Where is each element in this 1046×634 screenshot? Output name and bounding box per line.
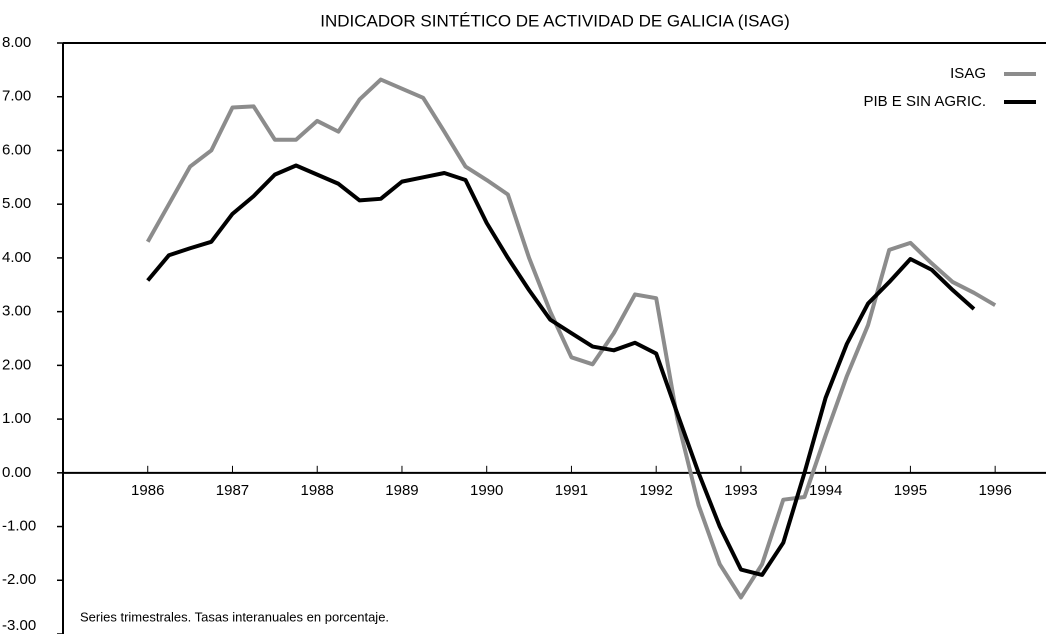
y-tick-label: 6.00	[2, 141, 31, 158]
series-line	[146, 163, 976, 577]
y-tick-label: 2.00	[2, 356, 31, 373]
x-tick-label: 1994	[809, 482, 842, 499]
series-line	[145, 77, 997, 600]
x-tick-label: 1986	[131, 482, 164, 499]
x-tick-label: 1989	[385, 482, 418, 499]
x-tick-label: 1992	[640, 482, 673, 499]
y-tick-label: 7.00	[2, 88, 31, 105]
y-tick-label: 5.00	[2, 195, 31, 212]
y-tick-label: -2.00	[2, 571, 36, 588]
x-tick-label: 1993	[724, 482, 757, 499]
legend-label: PIB E SIN AGRIC.	[863, 93, 986, 110]
y-tick-label: 3.00	[2, 303, 31, 320]
y-tick-label: 1.00	[2, 410, 31, 427]
x-tick-label: 1988	[301, 482, 334, 499]
y-tick-label: -1.00	[2, 518, 36, 535]
chart-note: Series trimestrales. Tasas interanuales …	[80, 609, 389, 624]
x-tick-label: 1991	[555, 482, 588, 499]
y-tick-label: 0.00	[2, 464, 31, 481]
chart-title: INDICADOR SINTÉTICO DE ACTIVIDAD DE GALI…	[320, 11, 789, 30]
x-tick-label: 1996	[978, 482, 1011, 499]
x-tick-label: 1987	[216, 482, 249, 499]
x-tick-label: 1995	[894, 482, 927, 499]
x-tick-label: 1990	[470, 482, 503, 499]
legend-label: ISAG	[950, 65, 986, 82]
y-tick-label: -3.00	[2, 617, 36, 634]
y-tick-label: 8.00	[2, 34, 31, 51]
y-tick-label: 4.00	[2, 249, 31, 266]
